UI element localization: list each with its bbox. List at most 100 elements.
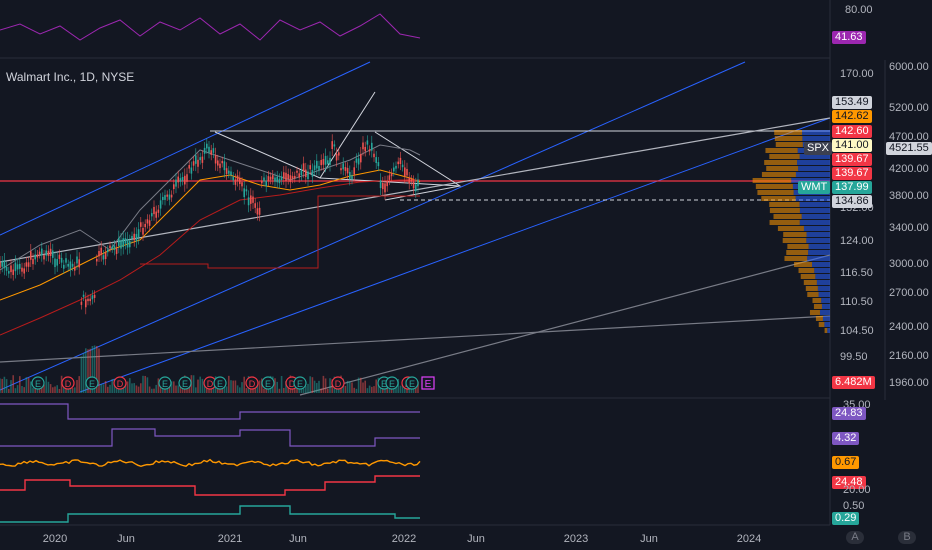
earnings-marker[interactable]: E — [178, 376, 192, 390]
price-badge-139-67-b: 139.67 — [832, 167, 872, 180]
ind4-label: 20.00 — [843, 484, 871, 496]
price-tick-right: 2160.00 — [889, 350, 929, 362]
price-badge-134-86: 134.86 — [832, 195, 872, 208]
price-tick-left: 104.50 — [840, 325, 874, 337]
price-tick-right: 2400.00 — [889, 321, 929, 333]
price-tick-right: 4200.00 — [889, 163, 929, 175]
price-badge-153: 153.49 — [832, 96, 872, 109]
earnings-marker[interactable]: E — [85, 376, 99, 390]
svg-text:E: E — [182, 379, 188, 389]
price-badge-139-67-a: 139.67 — [832, 153, 872, 166]
dividend-marker[interactable]: D — [61, 376, 75, 390]
trend-channel-upper[interactable] — [0, 61, 371, 236]
price-axis-right[interactable]: 6000.00 5200.00 4700.00 4200.00 3800.00 3400.… — [889, 61, 929, 389]
time-tick: Jun — [640, 533, 658, 545]
dividend-marker[interactable]: D — [203, 376, 217, 390]
price-tick-right: 3000.00 — [889, 258, 929, 270]
wmt-price-badge: 137.99 — [832, 181, 872, 194]
price-tick-left: 116.50 — [840, 267, 873, 279]
dividend-marker[interactable]: D — [113, 376, 127, 390]
rsi-pane — [0, 13, 421, 41]
svg-text:E: E — [409, 379, 415, 389]
triangle-pattern[interactable] — [214, 91, 376, 179]
svg-text:E: E — [389, 379, 395, 389]
ind1-value: 24.83 — [832, 407, 866, 420]
earnings-marker[interactable]: E — [213, 376, 227, 390]
earnings-marker[interactable]: E — [385, 376, 399, 390]
svg-text:D: D — [117, 379, 124, 389]
rsi-value-badge: 41.63 — [832, 31, 866, 44]
svg-text:D: D — [289, 379, 296, 389]
time-tick: Jun — [289, 533, 307, 545]
svg-text:E: E — [217, 379, 223, 389]
price-tick-left: 110.50 — [840, 296, 873, 308]
indicator-pane-4 — [0, 475, 420, 496]
indicator-pane-1 — [0, 403, 420, 420]
earnings-marker[interactable]: E — [421, 376, 435, 390]
time-tick: 2020 — [43, 533, 67, 545]
b-button[interactable]: B — [898, 531, 916, 544]
svg-text:E: E — [297, 379, 303, 389]
earnings-marker[interactable]: E — [405, 376, 419, 390]
ind2-value: 4.32 — [832, 432, 860, 445]
wmt-label[interactable]: WMT — [798, 181, 831, 194]
event-markers[interactable]: EDEDEEDEDEDEDEEDEE — [31, 376, 435, 390]
price-tick-right: 4700.00 — [889, 131, 929, 143]
price-tick-right: 3400.00 — [889, 222, 929, 234]
trend-channel-lower[interactable] — [79, 117, 831, 393]
price-tick-right: 2700.00 — [889, 287, 929, 299]
indicator-pane-3 — [0, 458, 421, 468]
svg-text:E: E — [381, 379, 387, 389]
candlesticks[interactable] — [0, 134, 419, 315]
ma-red — [0, 179, 420, 336]
time-tick: Jun — [467, 533, 485, 545]
price-tick-right: 3800.00 — [889, 190, 929, 202]
earnings-marker[interactable]: E — [158, 376, 172, 390]
indicator-pane-2 — [0, 428, 420, 447]
symbol-title[interactable]: Walmart Inc., 1D, NYSE — [6, 70, 135, 84]
svg-text:D: D — [249, 379, 256, 389]
time-tick: 2024 — [737, 533, 761, 545]
ind3-value: 0.67 — [832, 456, 860, 469]
svg-text:D: D — [335, 379, 342, 389]
svg-text:D: D — [207, 379, 214, 389]
spx-label[interactable]: SPX — [804, 142, 833, 155]
rsi-level-label: 80.00 — [845, 4, 873, 16]
svg-text:E: E — [425, 379, 432, 390]
price-badge-141: 141.00 — [832, 139, 872, 152]
price-tick-left: 170.00 — [840, 68, 874, 80]
price-tick-right: 5200.00 — [889, 102, 929, 114]
volume-profile — [752, 130, 830, 333]
spx-value-badge: 4521.55 — [886, 142, 932, 155]
auto-scale-button[interactable]: A — [846, 531, 864, 544]
price-tick-left: 124.00 — [840, 235, 874, 247]
time-tick: Jun — [117, 533, 135, 545]
price-tick-right: 1960.00 — [889, 377, 929, 389]
dividend-marker[interactable]: D — [331, 376, 345, 390]
svg-text:E: E — [35, 379, 41, 389]
price-tick-left: 99.50 — [840, 351, 868, 363]
earnings-marker[interactable]: E — [31, 376, 45, 390]
earnings-marker[interactable]: E — [261, 376, 275, 390]
time-axis[interactable]: 2020 Jun 2021 Jun 2022 Jun 2023 Jun 2024 — [43, 533, 761, 545]
step-line — [140, 195, 420, 269]
svg-text:E: E — [162, 379, 168, 389]
time-tick: 2022 — [392, 533, 416, 545]
svg-text:D: D — [65, 379, 72, 389]
svg-text:E: E — [265, 379, 271, 389]
earnings-marker[interactable]: E — [293, 376, 307, 390]
time-tick: 2021 — [218, 533, 242, 545]
trend-channel-middle[interactable] — [0, 61, 746, 391]
grey-trend-2[interactable] — [299, 254, 831, 396]
volume-badge: 6.482M — [832, 376, 875, 389]
ind5-label: 0.50 — [843, 500, 865, 512]
dividend-marker[interactable]: D — [245, 376, 259, 390]
ind4-value: 24.48 — [832, 476, 866, 489]
indicator-pane-5 — [0, 505, 420, 523]
svg-text:E: E — [89, 379, 95, 389]
price-badge-142-62: 142.62 — [832, 110, 872, 123]
ma-orange — [0, 169, 421, 301]
time-tick: 2023 — [564, 533, 588, 545]
grey-trend-3[interactable] — [0, 315, 831, 363]
